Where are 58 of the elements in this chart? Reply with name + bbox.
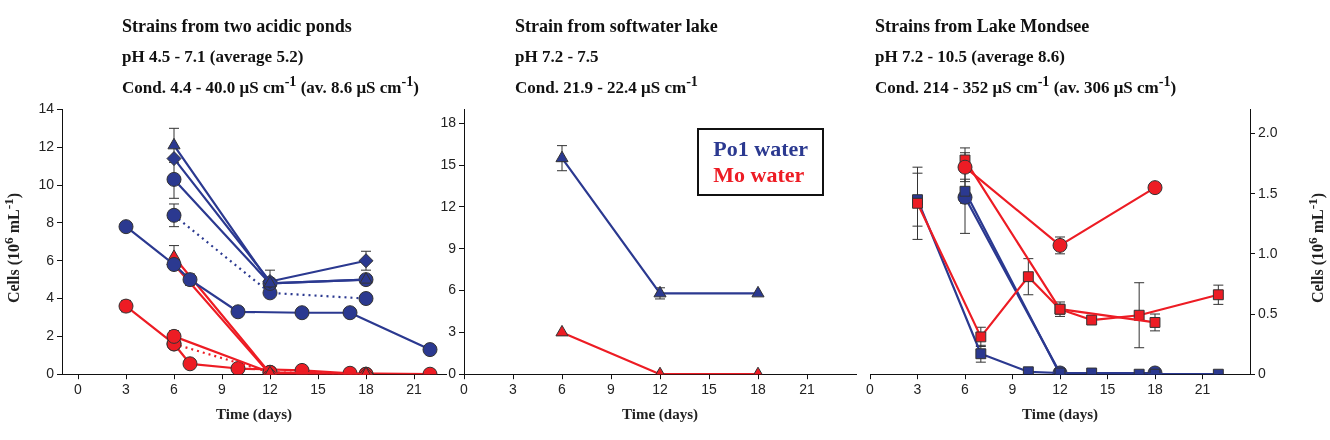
y-tick-label: 0 [448,365,457,382]
x-tick-label: 0 [74,381,83,398]
text: Cond. 4.4 - 40.0 μS cm$^{-1}$ (av. 8.6 μS cm$^{-1}$) [122,73,419,98]
x-tick-label: 12 [262,381,278,398]
y2-tick-label: 1.5 [1258,184,1278,201]
y2-tick-label: 2.0 [1258,124,1278,141]
y2-tick-label: 0.5 [1258,304,1278,321]
y-tick-label: 2 [46,327,55,344]
x-tick-label: 6 [961,381,970,398]
x-tick-label: 9 [607,381,616,398]
y-tick-label: 6 [46,251,55,268]
x-tick-label: 6 [170,381,179,398]
y-tick-label: 18 [440,114,457,131]
x-tick-label: 18 [358,381,374,398]
chart-title: Strains from Lake Mondsee [875,16,1091,37]
text: Cond. 214 - 352 μS cm$^{-1}$ (av. 306 μS cm$^{-1}$) [875,73,1177,98]
text: Po1 water [713,136,808,162]
x-tick-label: 9 [218,381,227,398]
y-tick-label: 9 [448,239,457,256]
x-tick-label: 21 [1194,381,1211,398]
x-axis-title: Time (days) [1022,405,1098,423]
x-tick-label: 18 [750,381,766,398]
text: Cond. 21.9 - 22.4 μS cm$^{-1}$ [515,73,699,98]
x-tick-label: 6 [558,381,567,398]
chart-title: Strains from two acidic ponds [122,16,353,37]
x-tick-label: 12 [652,381,668,398]
chart-title: Strain from softwater lake [515,16,718,37]
y-tick-label: 6 [448,281,457,298]
x-tick-label: 9 [1008,381,1017,398]
x-axis-title: Time (days) [622,405,698,423]
y2-tick-label: 0 [1258,365,1266,382]
y-tick-label: 4 [46,289,55,306]
x-tick-label: 0 [866,381,875,398]
chart-subtitle: pH 7.2 - 10.5 (average 8.6) [875,47,1066,67]
chart-subtitle: pH 4.5 - 7.1 (average 5.2) [122,47,305,67]
x-tick-label: 21 [799,381,815,398]
x-tick-label: 15 [1099,381,1116,398]
x-tick-label: 18 [1147,381,1163,398]
y-tick-label: 10 [38,175,55,192]
y-tick-label: 3 [448,323,457,340]
x-tick-label: 15 [701,381,717,398]
y-tick-label: 14 [38,100,55,117]
y2-tick-label: 1.0 [1258,244,1278,261]
x-tick-label: 15 [310,381,326,398]
y-tick-label: 12 [38,138,55,155]
x-tick-label: 12 [1052,381,1068,398]
x-tick-label: 0 [460,381,469,398]
x-tick-label: 3 [509,381,518,398]
y-tick-label: 8 [46,213,55,230]
chart-subtitle: pH 7.2 - 7.5 [515,47,600,67]
x-tick-label: 3 [122,381,131,398]
y-tick-label: 0 [46,365,55,382]
x-axis-title: Time (days) [216,405,292,423]
x-tick-label: 3 [913,381,922,398]
y-tick-label: 15 [440,156,457,173]
x-tick-label: 21 [406,381,422,398]
y-tick-label: 12 [440,197,457,214]
text: Mo water [713,162,806,188]
